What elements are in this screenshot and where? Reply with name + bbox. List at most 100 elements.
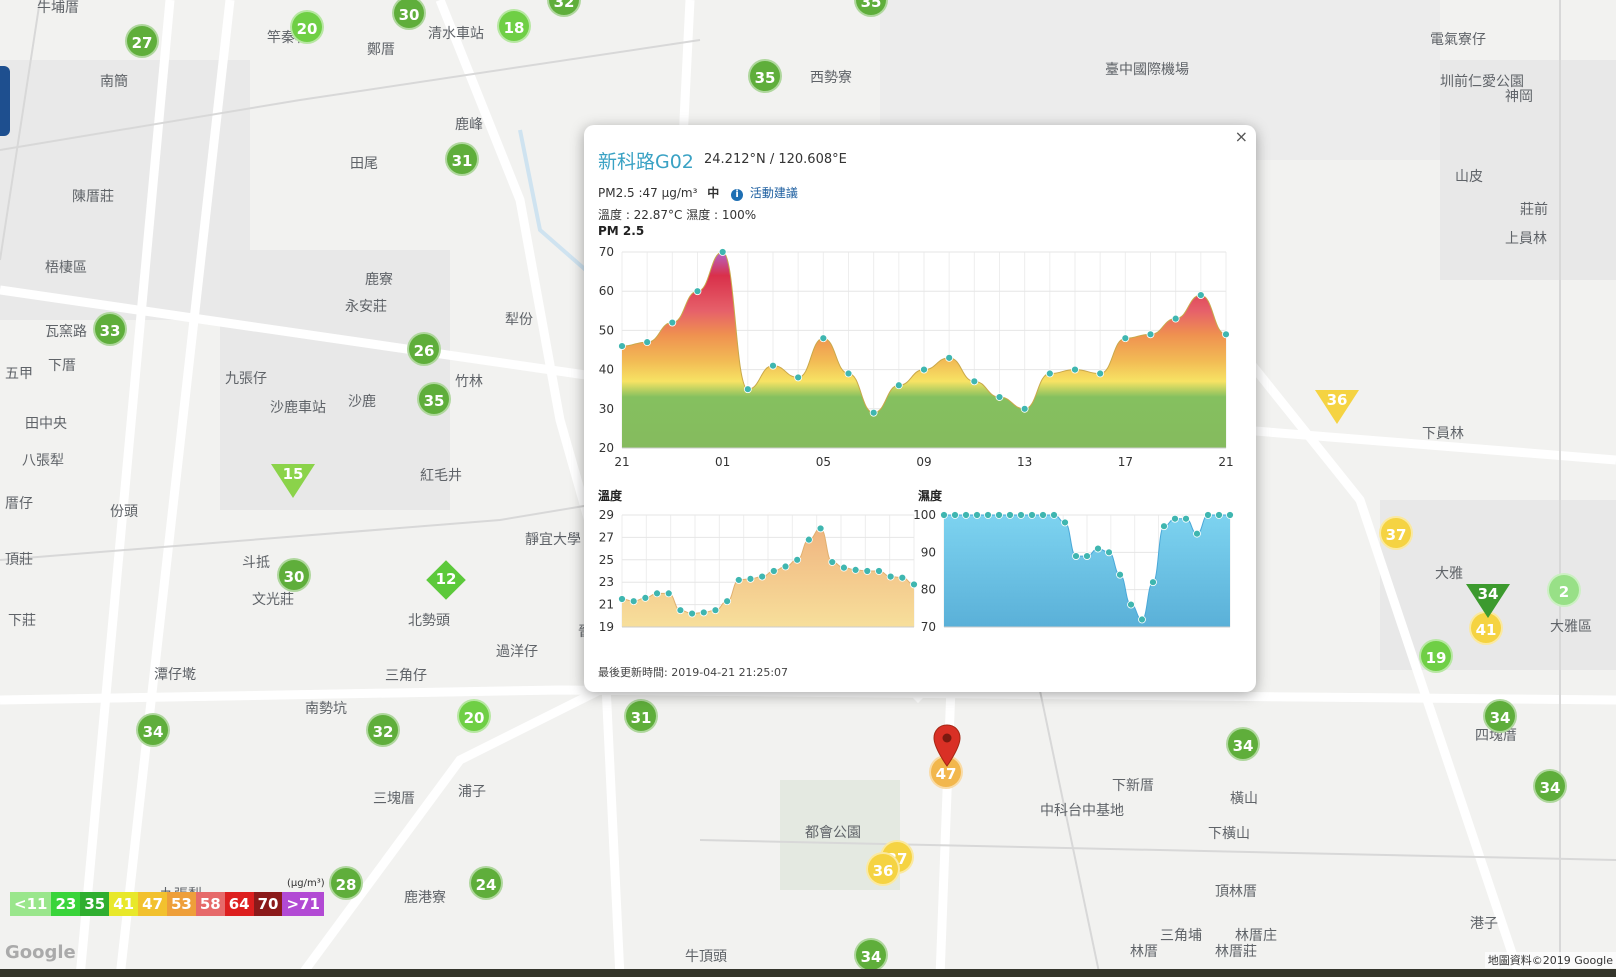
- place-label: 都會公園: [805, 825, 861, 841]
- place-label: 八張犁: [22, 453, 64, 469]
- station-marker[interactable]: 37: [1379, 516, 1413, 550]
- data-point: [973, 511, 981, 519]
- station-marker[interactable]: 34: [1533, 769, 1567, 803]
- station-marker[interactable]: 28: [329, 866, 363, 900]
- data-point: [1050, 511, 1058, 519]
- y-tick-label: 29: [599, 508, 614, 522]
- data-point: [743, 385, 752, 394]
- station-marker[interactable]: 27: [125, 24, 159, 58]
- data-point: [1226, 511, 1234, 519]
- y-tick-label: 23: [599, 575, 614, 589]
- station-triangle-marker[interactable]: [1315, 390, 1359, 424]
- station-triangle-marker[interactable]: [271, 464, 315, 498]
- station-marker[interactable]: 34: [136, 713, 170, 747]
- station-marker[interactable]: 2: [1547, 573, 1581, 607]
- data-point: [1071, 365, 1079, 374]
- station-marker[interactable]: 35: [748, 59, 782, 93]
- place-label: 大雅區: [1550, 619, 1592, 635]
- series-area: [944, 515, 1230, 627]
- place-label: 電氣寮仔: [1430, 32, 1486, 48]
- data-point: [1072, 552, 1080, 560]
- place-label: 莊前: [1520, 202, 1548, 218]
- data-point: [1121, 334, 1130, 343]
- data-point: [699, 608, 708, 617]
- station-marker[interactable]: 34: [854, 938, 888, 972]
- legend-item: 58: [195, 892, 225, 916]
- y-tick-label: 50: [599, 323, 614, 337]
- data-point: [962, 511, 970, 519]
- station-marker[interactable]: 35: [417, 382, 451, 416]
- place-label: 林厝莊: [1215, 944, 1257, 960]
- data-point: [1222, 330, 1230, 339]
- data-point: [718, 248, 727, 256]
- place-label: 五甲: [5, 366, 33, 382]
- y-tick-label: 80: [921, 583, 936, 597]
- data-point: [1146, 330, 1155, 339]
- station-triangle-marker[interactable]: [1466, 584, 1510, 618]
- place-label: 牛埔厝: [37, 0, 79, 16]
- place-label: 沙鹿: [348, 394, 376, 410]
- data-point: [1138, 615, 1146, 624]
- data-point: [1006, 511, 1014, 519]
- close-icon[interactable]: ×: [1234, 127, 1248, 146]
- station-marker[interactable]: 24: [469, 866, 503, 900]
- station-marker[interactable]: 33: [93, 312, 127, 346]
- station-marker[interactable]: 34: [1226, 727, 1260, 761]
- data-point: [794, 373, 803, 382]
- station-marker[interactable]: 34: [1483, 699, 1517, 733]
- station-marker[interactable]: 30: [277, 558, 311, 592]
- data-point: [1171, 314, 1180, 323]
- place-label: 橫山: [1230, 791, 1258, 807]
- place-label: 鹿峰: [455, 117, 483, 133]
- place-label: 紅毛井: [420, 468, 462, 484]
- y-tick-label: 30: [599, 402, 614, 416]
- x-tick-label: 09: [916, 455, 931, 469]
- data-point: [844, 369, 853, 378]
- place-label: 林厝庄: [1235, 928, 1277, 944]
- station-marker[interactable]: 30: [392, 0, 426, 30]
- data-point: [894, 381, 903, 390]
- series-area: [622, 528, 914, 627]
- data-point: [746, 574, 755, 583]
- data-point: [851, 565, 860, 574]
- station-marker[interactable]: 20: [457, 699, 491, 733]
- location-pin-icon[interactable]: [932, 724, 962, 768]
- legend-item: 47: [138, 892, 167, 916]
- data-point: [664, 589, 673, 598]
- station-marker[interactable]: 36: [866, 852, 900, 886]
- data-point: [1193, 529, 1201, 538]
- place-label: 神岡: [1505, 89, 1533, 105]
- place-label: 田中央: [25, 416, 67, 432]
- place-label: 三角埔: [1160, 928, 1202, 944]
- y-tick-label: 90: [921, 545, 936, 559]
- station-marker[interactable]: 19: [1419, 639, 1453, 673]
- place-label: 下員林: [1422, 426, 1464, 442]
- place-label: 鹿寮: [365, 272, 393, 288]
- station-marker[interactable]: 26: [407, 332, 441, 366]
- station-triangle-value: 36: [1326, 391, 1348, 409]
- series-area: [622, 252, 1226, 448]
- place-label: 三角仔: [385, 668, 427, 684]
- station-marker[interactable]: 31: [624, 699, 658, 733]
- station-marker[interactable]: 18: [497, 9, 531, 43]
- data-point: [781, 562, 790, 571]
- side-panel-tab[interactable]: [0, 66, 10, 136]
- station-marker[interactable]: 32: [366, 713, 400, 747]
- legend-item: 53: [166, 892, 196, 916]
- data-point: [1028, 511, 1036, 519]
- info-icon[interactable]: i: [731, 189, 744, 201]
- place-label: 浦子: [458, 784, 486, 800]
- station-marker[interactable]: 31: [445, 142, 479, 176]
- map-attribution[interactable]: 地圖資料©2019 Google: [1484, 952, 1616, 968]
- y-tick-label: 25: [599, 553, 614, 567]
- data-point: [1083, 552, 1091, 560]
- data-point: [629, 597, 638, 606]
- temperature-chart: 19 21 23 25 27 29: [599, 508, 918, 634]
- legend-item: 64: [224, 892, 254, 916]
- data-point: [828, 558, 837, 566]
- activity-advice-link[interactable]: 活動建議: [749, 186, 798, 200]
- station-marker[interactable]: 20: [290, 10, 324, 44]
- place-label: 靜宜大學: [525, 532, 581, 548]
- pm-level: 中: [707, 186, 720, 200]
- data-point: [1094, 544, 1102, 553]
